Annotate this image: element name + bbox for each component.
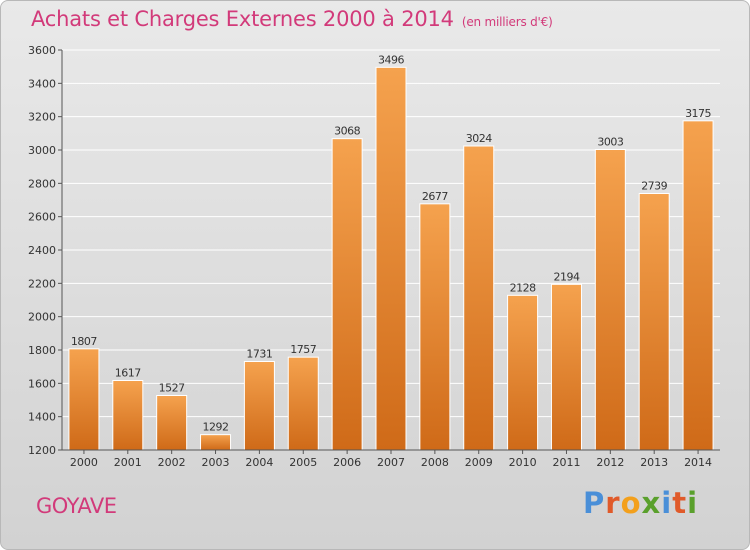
y-tick-label: 3400 (28, 77, 56, 90)
data-label-2000: 1807 (71, 335, 97, 348)
bar-2008 (419, 203, 451, 451)
x-tick-label-2005: 2005 (289, 456, 317, 469)
brand-letter: i (687, 486, 699, 520)
data-label-2003: 1292 (203, 421, 229, 434)
brand-letter: o (620, 486, 642, 520)
data-label-2012: 3003 (597, 136, 623, 149)
x-tick-label-2010: 2010 (509, 456, 537, 469)
data-label-2004: 1731 (246, 348, 272, 361)
bar-2001 (112, 380, 144, 451)
chart-title: Achats et Charges Externes 2000 à 2014 (e… (31, 7, 553, 31)
bar-2002 (156, 395, 188, 451)
x-tick-label-2003: 2003 (202, 456, 230, 469)
data-label-2005: 1757 (290, 343, 316, 356)
x-tick-label-2011: 2011 (552, 456, 580, 469)
brand-letter: t (672, 486, 688, 520)
y-tick-label: 1400 (28, 411, 56, 424)
bar-2005 (287, 356, 319, 451)
data-label-2014: 3175 (685, 107, 711, 120)
bar-2006 (331, 138, 363, 451)
data-label-2008: 2677 (422, 190, 448, 203)
data-label-2002: 1527 (159, 382, 185, 395)
y-tick-label: 2800 (28, 177, 56, 190)
data-label-2001: 1617 (115, 367, 141, 380)
brand-letter: r (605, 486, 621, 520)
commune-name: GOYAVE (36, 494, 117, 518)
bar-2013 (638, 193, 670, 451)
x-tick-label-2001: 2001 (114, 456, 142, 469)
y-tick-label: 2600 (28, 211, 56, 224)
y-tick-label: 2000 (28, 311, 56, 324)
data-label-2009: 3024 (466, 132, 492, 145)
data-label-2006: 3068 (334, 125, 360, 138)
x-tick-label-2004: 2004 (245, 456, 273, 469)
x-tick-label-2013: 2013 (640, 456, 668, 469)
y-tick-label: 1200 (28, 444, 56, 457)
brand-letter: P (583, 486, 606, 520)
y-tick-label: 2400 (28, 244, 56, 257)
bar-2000 (68, 348, 100, 451)
bar-2009 (463, 145, 495, 451)
x-tick-label-2008: 2008 (421, 456, 449, 469)
data-label-2013: 2739 (641, 180, 667, 193)
x-tick-label-2000: 2000 (70, 456, 98, 469)
y-tick-label: 1800 (28, 344, 56, 357)
x-tick-label-2006: 2006 (333, 456, 361, 469)
x-tick-label-2009: 2009 (465, 456, 493, 469)
data-label-2007: 3496 (378, 53, 404, 66)
brand-logo: Proxiti (583, 486, 698, 520)
bar-2003 (200, 434, 232, 451)
bar-2012 (594, 149, 626, 451)
bar-2004 (243, 361, 275, 451)
x-tick-label-2002: 2002 (158, 456, 186, 469)
data-label-2010: 2128 (510, 281, 536, 294)
bar-2014 (682, 120, 714, 451)
bar-2011 (550, 283, 582, 451)
x-tick-label-2012: 2012 (596, 456, 624, 469)
data-label-2011: 2194 (553, 270, 579, 283)
bar-2010 (507, 294, 539, 451)
x-tick-label-2007: 2007 (377, 456, 405, 469)
x-tick-label-2014: 2014 (684, 456, 712, 469)
y-tick-label: 3000 (28, 144, 56, 157)
brand-letter: i (661, 486, 673, 520)
y-tick-label: 3200 (28, 111, 56, 124)
y-tick-label: 3600 (28, 44, 56, 57)
bar-2007 (375, 66, 407, 451)
y-tick-label: 1600 (28, 377, 56, 390)
brand-letter: x (641, 486, 662, 520)
y-tick-label: 2200 (28, 277, 56, 290)
chart-unit: (en milliers d'€) (461, 15, 553, 29)
